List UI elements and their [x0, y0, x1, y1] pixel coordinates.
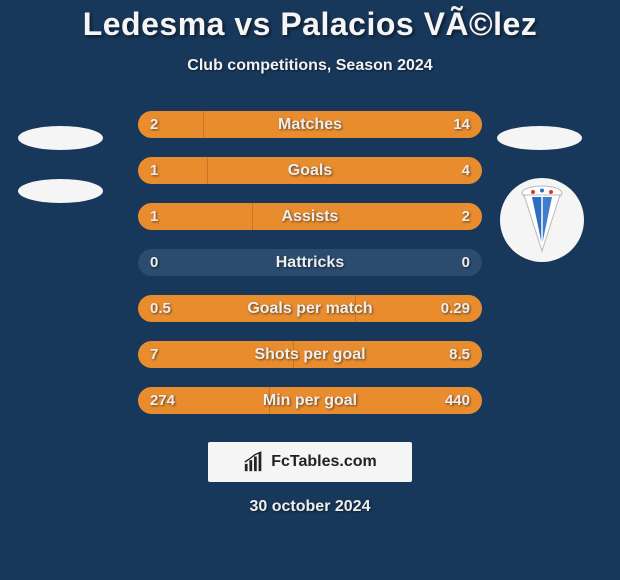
stat-value-right: 2 — [462, 203, 470, 230]
bar-left — [138, 111, 203, 138]
page-title: Ledesma vs Palacios VÃ©lez — [83, 6, 538, 43]
bar-right — [252, 203, 482, 230]
stat-row: Shots per goal78.5 — [138, 341, 482, 368]
stat-value-right: 0 — [462, 249, 470, 276]
stat-value-left: 274 — [150, 387, 175, 414]
bar-right — [207, 157, 482, 184]
stat-value-right: 0.29 — [441, 295, 470, 322]
stat-row: Goals14 — [138, 157, 482, 184]
player-left-badge-1 — [18, 126, 103, 150]
player-left-badge-2 — [18, 179, 103, 203]
club-crest — [500, 178, 584, 262]
stat-value-right: 4 — [462, 157, 470, 184]
stat-row: Matches214 — [138, 111, 482, 138]
stat-row: Min per goal274440 — [138, 387, 482, 414]
chart-icon — [243, 451, 265, 473]
logo-text: FcTables.com — [271, 453, 377, 471]
stat-rows: Matches214Goals14Assists12Hattricks00Goa… — [0, 111, 620, 414]
stat-value-left: 2 — [150, 111, 158, 138]
stat-row: Assists12 — [138, 203, 482, 230]
subtitle: Club competitions, Season 2024 — [187, 57, 432, 75]
stat-row: Hattricks0 0 — [138, 249, 482, 276]
bar-left — [138, 341, 293, 368]
stat-value-right: 14 — [453, 111, 470, 138]
stat-value-right: 8.5 — [449, 341, 470, 368]
player-right-badge-1 — [497, 126, 582, 150]
stat-value-left: 1 — [150, 157, 158, 184]
footer-date: 30 october 2024 — [250, 498, 371, 516]
stat-label: Hattricks — [138, 249, 482, 276]
stat-value-right: 440 — [445, 387, 470, 414]
stat-value-left: 0 — [150, 249, 158, 276]
stat-value-left: 7 — [150, 341, 158, 368]
bar-left — [138, 157, 207, 184]
stat-row: Goals per match0.50.29 — [138, 295, 482, 322]
main-content: Ledesma vs Palacios VÃ©lez Club competit… — [0, 0, 620, 580]
bar-right — [203, 111, 482, 138]
stat-value-left: 0.5 — [150, 295, 171, 322]
stat-value-left: 1 — [150, 203, 158, 230]
fctables-logo: FcTables.com — [208, 442, 412, 482]
